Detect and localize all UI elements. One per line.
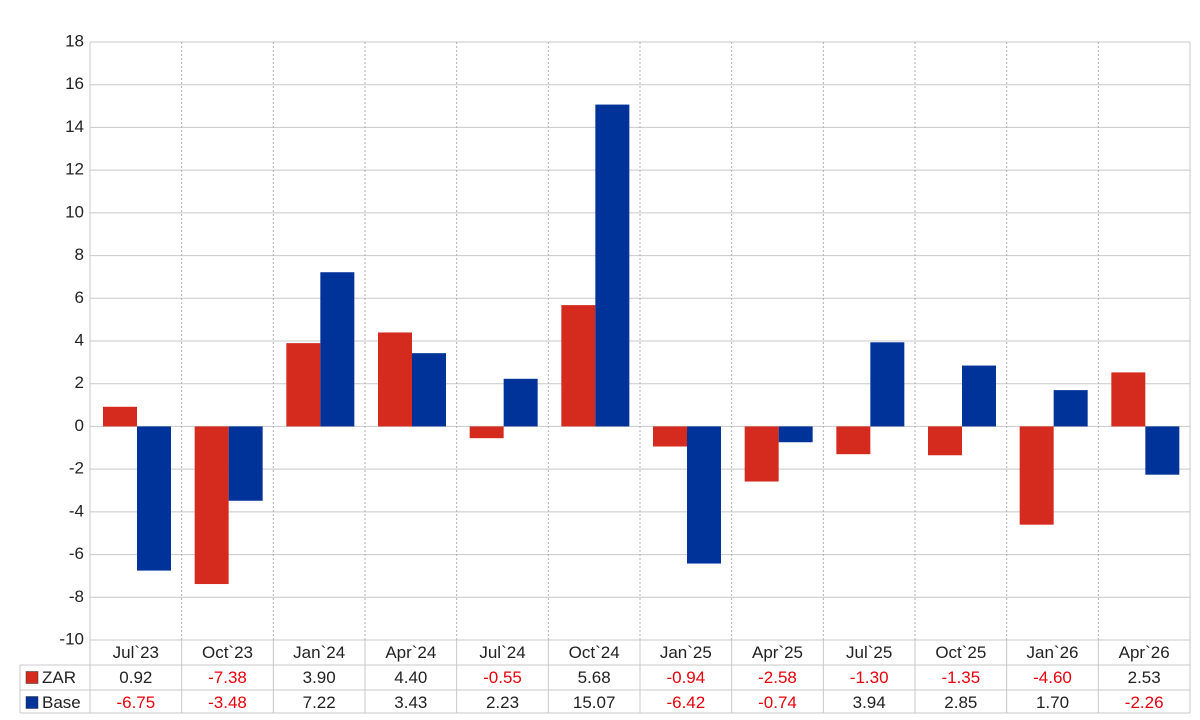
- y-tick-label: 2: [75, 373, 84, 392]
- legend-label: Base: [42, 693, 81, 712]
- value-label: -6.75: [116, 693, 155, 712]
- bar: [1145, 426, 1180, 475]
- bar: [412, 353, 446, 427]
- bar: [595, 104, 630, 427]
- bar: [503, 378, 538, 427]
- bar: [194, 426, 229, 585]
- value-label: 15.07: [573, 693, 616, 712]
- x-tick-label: Oct`25: [935, 643, 986, 662]
- bar: [1053, 390, 1088, 427]
- bar: [962, 365, 996, 427]
- value-label: 4.40: [394, 668, 427, 687]
- value-label: -0.74: [758, 693, 797, 712]
- bar: [561, 305, 596, 427]
- y-tick-label: 12: [65, 160, 84, 179]
- x-tick-label: Oct`24: [569, 643, 620, 662]
- value-label: 2.23: [486, 693, 519, 712]
- value-label: 5.68: [578, 668, 611, 687]
- y-tick-label: -2: [69, 459, 84, 478]
- y-tick-label: 16: [65, 74, 84, 93]
- bar: [137, 426, 171, 571]
- bar: [778, 426, 813, 443]
- y-tick-label: 8: [75, 245, 84, 264]
- bar: [469, 426, 504, 439]
- x-tick-label: Apr`24: [385, 643, 436, 662]
- y-tick-label: -6: [69, 544, 84, 563]
- bar: [320, 272, 355, 427]
- value-label: -2.26: [1125, 693, 1164, 712]
- value-label: -6.42: [666, 693, 705, 712]
- value-label: -2.58: [758, 668, 797, 687]
- x-tick-label: Apr`25: [752, 643, 803, 662]
- legend-swatch: [25, 671, 39, 684]
- value-label: -7.38: [208, 668, 247, 687]
- value-label: -4.60: [1033, 668, 1072, 687]
- value-label: 2.53: [1128, 668, 1161, 687]
- y-tick-label: 4: [75, 330, 84, 349]
- value-label: -1.35: [941, 668, 980, 687]
- bar: [870, 342, 905, 427]
- bar: [653, 426, 687, 447]
- x-tick-label: Jul`23: [113, 643, 159, 662]
- x-tick-label: Jul`25: [846, 643, 892, 662]
- y-tick-label: 18: [65, 31, 84, 50]
- bar: [378, 332, 412, 427]
- x-tick-label: Jan`25: [660, 643, 712, 662]
- bar: [228, 426, 263, 501]
- x-tick-label: Jan`24: [293, 643, 345, 662]
- y-tick-label: -4: [69, 501, 84, 520]
- x-tick-label: Oct`23: [202, 643, 253, 662]
- y-tick-label: -8: [69, 587, 84, 606]
- legend-label: ZAR: [42, 668, 76, 687]
- bar: [103, 406, 137, 427]
- x-tick-label: Jul`24: [479, 643, 525, 662]
- value-label: -0.55: [483, 668, 522, 687]
- value-label: 3.94: [853, 693, 886, 712]
- value-label: 1.70: [1036, 693, 1069, 712]
- bar: [687, 426, 721, 564]
- y-tick-label: 14: [65, 117, 84, 136]
- y-tick-label: 0: [75, 416, 84, 435]
- bar: [286, 343, 321, 427]
- bar: [1111, 372, 1146, 427]
- value-label: 2.85: [944, 693, 977, 712]
- y-tick-label: -10: [59, 629, 84, 648]
- x-tick-label: Apr`26: [1119, 643, 1170, 662]
- x-tick-label: Jan`26: [1027, 643, 1079, 662]
- bar: [1019, 426, 1054, 525]
- value-label: 3.90: [303, 668, 336, 687]
- bar: [836, 426, 871, 455]
- bar: [928, 426, 962, 456]
- y-tick-label: 10: [65, 202, 84, 221]
- bar: [744, 426, 779, 482]
- y-tick-label: 6: [75, 288, 84, 307]
- value-label: -3.48: [208, 693, 247, 712]
- value-label: 0.92: [119, 668, 152, 687]
- value-label: -0.94: [666, 668, 705, 687]
- legend-swatch: [25, 696, 39, 709]
- value-label: 3.43: [394, 693, 427, 712]
- value-label: -1.30: [850, 668, 889, 687]
- value-label: 7.22: [303, 693, 336, 712]
